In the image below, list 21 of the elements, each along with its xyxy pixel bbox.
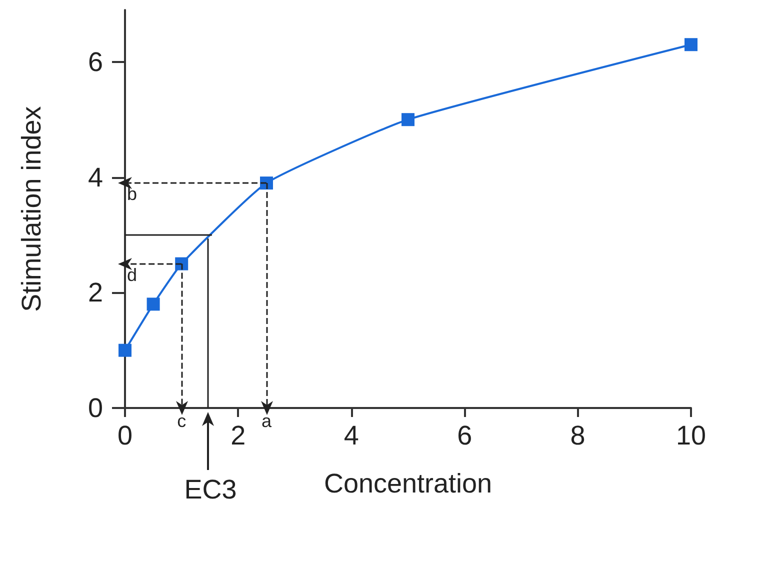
x-axis-title: Concentration [324,468,492,498]
ref-line-label: a [261,411,272,431]
y-tick-label: 2 [88,278,103,308]
point [118,344,132,357]
y-tick-label: 4 [88,162,103,192]
y-tick-label: 6 [88,46,103,77]
point [146,298,160,311]
x-tick-label: 10 [676,420,706,450]
ref-line-label: b [127,184,138,204]
x-tick-label: 2 [230,420,246,450]
x-tick-label: 4 [344,420,359,450]
ref-line-label: c [177,411,186,431]
point [684,38,698,52]
x-tick-label: 6 [457,420,472,450]
x-tick-label: 8 [570,420,586,450]
point [402,113,414,126]
y-tick-label: 0 [88,393,103,423]
y-axis-title: Stimulation index [16,106,46,312]
ref-line-label: EC3 [184,474,237,504]
x-tick-label: 0 [117,420,133,450]
ref-line-label: d [127,264,138,285]
